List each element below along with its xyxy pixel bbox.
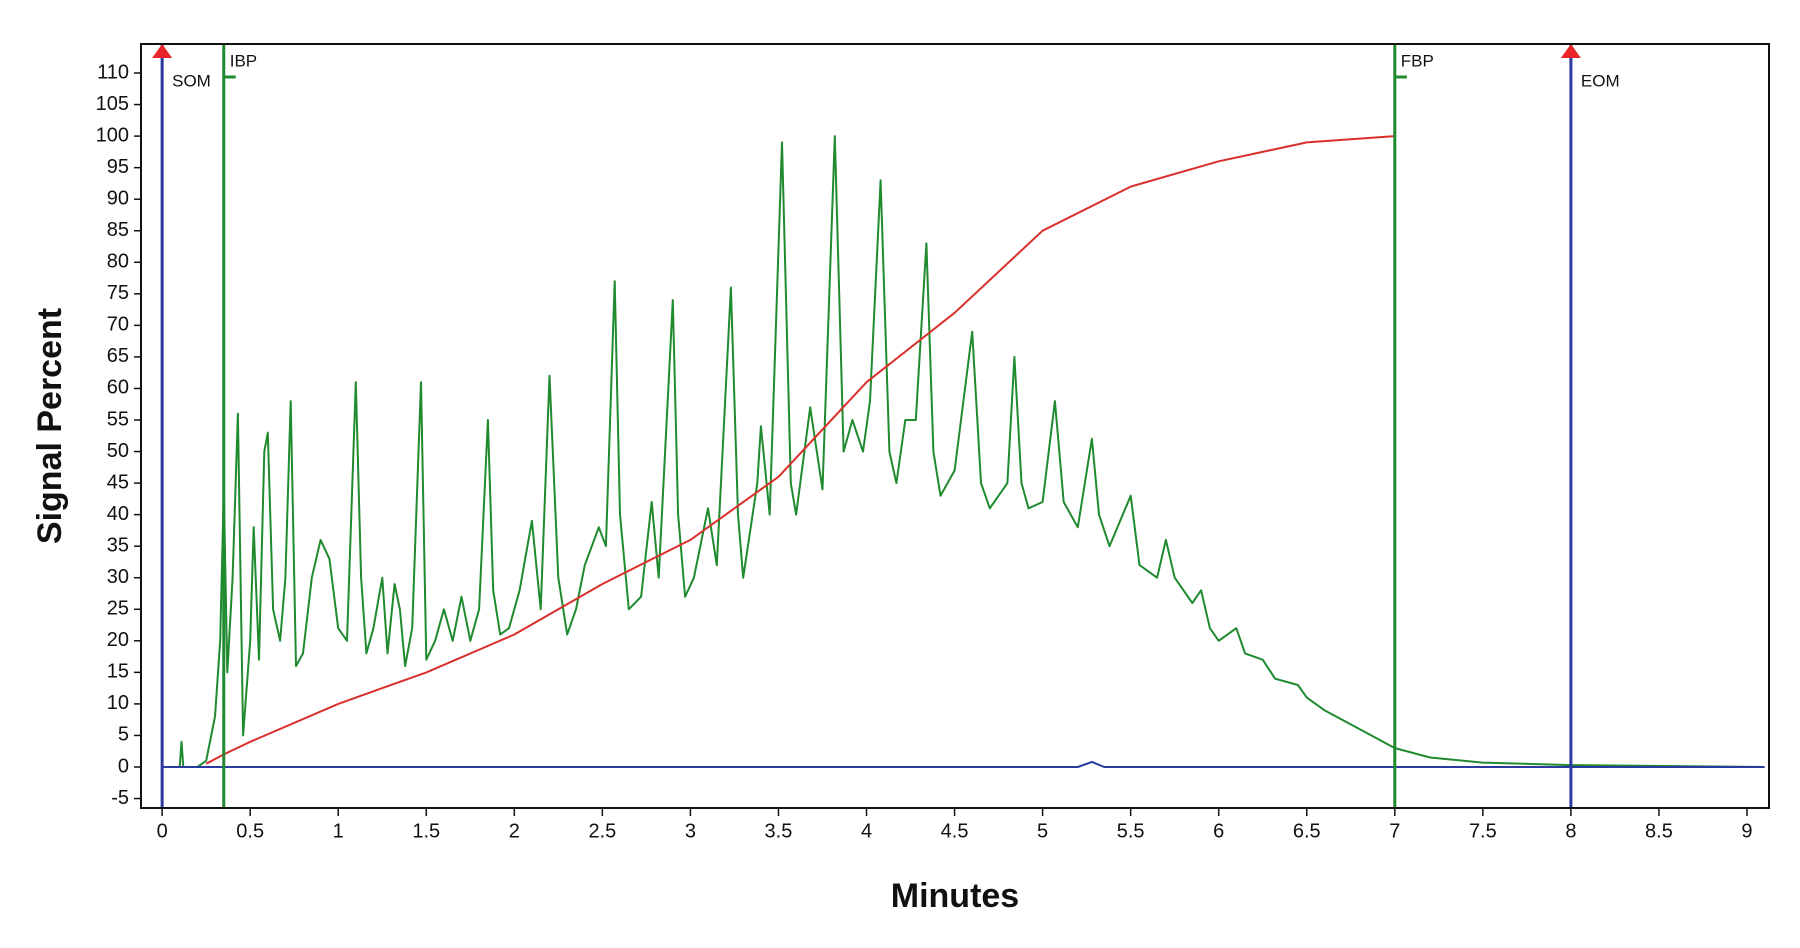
y-tick-label: 5 <box>118 724 129 746</box>
x-tick-label: 4 <box>861 820 872 842</box>
x-tick-label: 7.5 <box>1469 820 1497 842</box>
y-tick-label: 0 <box>118 755 129 777</box>
x-tick-label: 3.5 <box>765 820 793 842</box>
data-line <box>162 135 1765 768</box>
data-line <box>205 135 1395 765</box>
x-tick-label: 8 <box>1565 820 1576 842</box>
x-tick-label: 5 <box>1037 820 1048 842</box>
marker-arrow <box>152 44 173 58</box>
y-tick-label: 45 <box>107 471 129 493</box>
x-tick-label: 8.5 <box>1645 820 1673 842</box>
x-tick-label: 0 <box>157 820 168 842</box>
y-tick-label: 10 <box>107 692 129 714</box>
y-tick-label: 100 <box>96 124 129 146</box>
x-tick-label: 4.5 <box>941 820 969 842</box>
x-axis-title: Minutes <box>891 877 1019 915</box>
y-tick-label: 110 <box>97 61 129 83</box>
y-tick-label: 30 <box>107 566 129 588</box>
y-tick-label: 15 <box>107 661 129 683</box>
marker-label: FBP <box>1401 51 1434 70</box>
y-tick-label: 85 <box>107 219 129 241</box>
y-tick-label: 80 <box>107 251 129 273</box>
y-tick-label: 20 <box>107 629 129 651</box>
x-tick-label: 2.5 <box>588 820 616 842</box>
plot-frame <box>140 43 1770 809</box>
y-tick-label: 70 <box>107 314 129 336</box>
x-tick-label: 6 <box>1213 820 1224 842</box>
y-tick-label: 60 <box>107 377 129 399</box>
y-tick-label: 65 <box>107 345 129 367</box>
y-tick-label: 50 <box>107 440 129 462</box>
x-tick-label: 1 <box>333 820 344 842</box>
y-tick-label: 95 <box>107 156 129 178</box>
y-tick-label: 90 <box>107 187 129 209</box>
y-tick-label: 35 <box>107 534 129 556</box>
x-tick-label: 9 <box>1741 820 1752 842</box>
x-tick-label: 3 <box>685 820 696 842</box>
y-tick-label: -5 <box>111 787 129 809</box>
x-tick-label: 6.5 <box>1293 820 1321 842</box>
y-tick-label: 105 <box>96 93 129 115</box>
x-tick-label: 1.5 <box>412 820 440 842</box>
x-tick-label: 2 <box>509 820 520 842</box>
y-tick-label: 55 <box>107 408 129 430</box>
y-axis-title: Signal Percent <box>31 308 69 544</box>
marker-label: EOM <box>1581 71 1620 90</box>
marker-label: SOM <box>172 71 211 90</box>
y-tick-label: 75 <box>107 282 129 304</box>
x-tick-label: 0.5 <box>236 820 264 842</box>
x-tick-label: 5.5 <box>1117 820 1145 842</box>
x-tick-label: 7 <box>1389 820 1400 842</box>
marker-label: IBP <box>230 51 257 70</box>
data-line <box>162 760 1765 768</box>
y-tick-label: 40 <box>107 503 129 525</box>
y-tick-label: 25 <box>107 598 129 620</box>
marker-arrow <box>1560 44 1581 58</box>
